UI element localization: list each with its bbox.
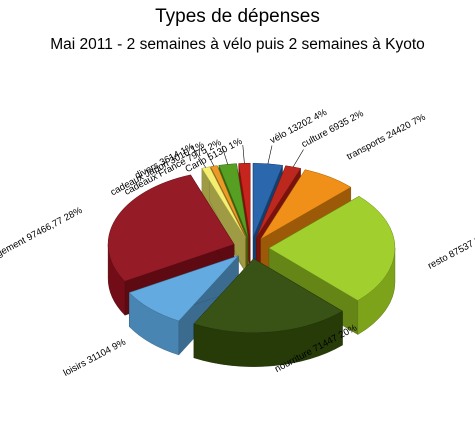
- leader-line: [194, 150, 206, 168]
- slice-label: loisirs 31104 9%: [62, 336, 129, 378]
- leader-line: [292, 149, 304, 168]
- leader-lines: [194, 144, 304, 168]
- pie-slices: [107, 162, 396, 367]
- pie-slice-nourriture: [193, 258, 343, 367]
- pie-slice-loisirs: [128, 255, 239, 356]
- chart-subtitle: Mai 2011 - 2 semaines à vélo puis 2 sema…: [50, 36, 425, 53]
- pie-slice-divers: [201, 166, 246, 273]
- leader-line: [204, 148, 215, 167]
- slice-label: logement 97466,77 28%: [0, 205, 85, 263]
- leader-line: [221, 146, 228, 165]
- leader-line: [242, 144, 245, 164]
- chart-title: Types de dépenses: [155, 6, 320, 27]
- leader-line: [267, 145, 273, 164]
- slice-label: resto 87537 25%: [426, 228, 475, 272]
